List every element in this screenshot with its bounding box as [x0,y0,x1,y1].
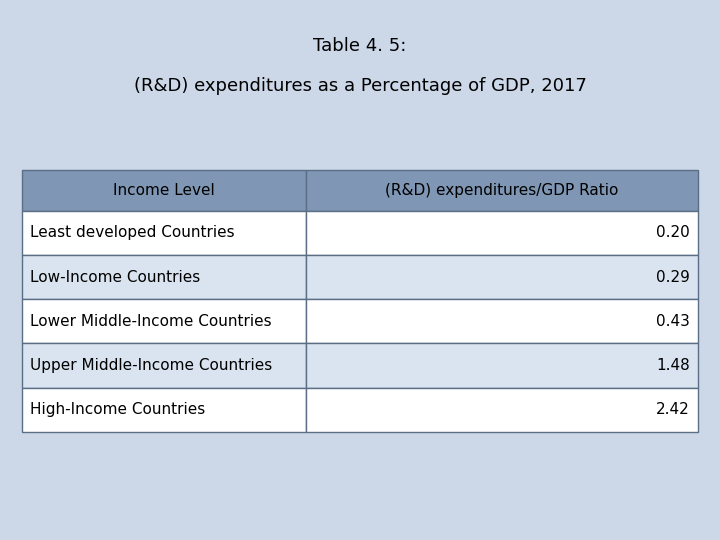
Bar [22,388,306,432]
Text: Table 4. 5:: Table 4. 5: [313,37,407,55]
Text: 1.48: 1.48 [656,358,690,373]
Bar [22,343,306,388]
Text: Low-Income Countries: Low-Income Countries [30,269,200,285]
Bar [306,211,698,255]
Text: Income Level: Income Level [113,183,215,198]
Text: 0.20: 0.20 [656,225,690,240]
Text: Upper Middle-Income Countries: Upper Middle-Income Countries [30,358,272,373]
Bar [22,255,306,299]
Bar [22,211,306,255]
Text: Lower Middle-Income Countries: Lower Middle-Income Countries [30,314,272,329]
Text: (R&D) expenditures as a Percentage of GDP, 2017: (R&D) expenditures as a Percentage of GD… [134,77,586,96]
Text: 2.42: 2.42 [656,402,690,417]
Text: (R&D) expenditures/GDP Ratio: (R&D) expenditures/GDP Ratio [385,183,618,198]
Bar [306,343,698,388]
Bar [306,388,698,432]
Bar [22,170,306,211]
Bar [306,170,698,211]
Text: Least developed Countries: Least developed Countries [30,225,235,240]
Bar [22,299,306,343]
Text: 0.29: 0.29 [656,269,690,285]
Bar [306,299,698,343]
Bar [306,255,698,299]
Text: High-Income Countries: High-Income Countries [30,402,205,417]
Text: 0.43: 0.43 [656,314,690,329]
